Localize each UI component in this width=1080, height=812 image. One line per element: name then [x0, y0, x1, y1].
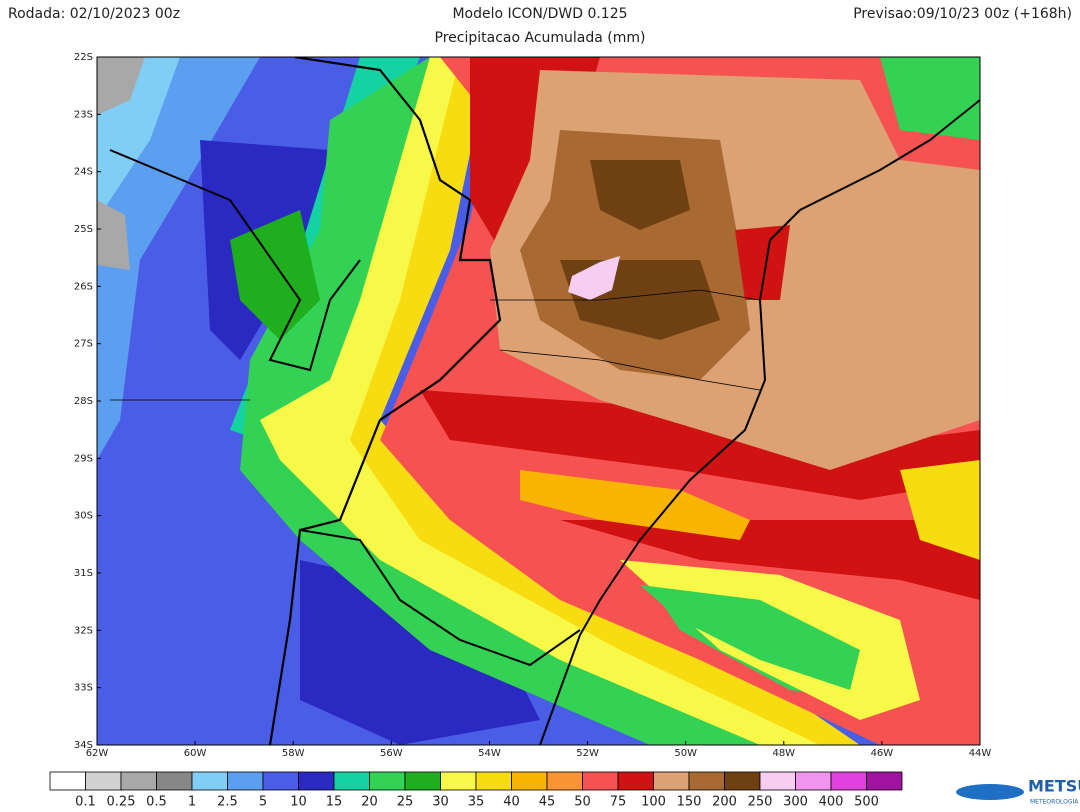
legend-swatch	[85, 771, 122, 791]
lon-tick-label: 56W	[380, 748, 403, 759]
legend-label: 35	[468, 795, 485, 810]
legend-swatch	[156, 771, 193, 791]
legend-swatch	[795, 771, 832, 791]
legend-swatch	[262, 771, 299, 791]
lat-tick-label: 25S	[74, 224, 93, 235]
legend-swatch	[191, 771, 228, 791]
legend-swatch	[227, 771, 264, 791]
legend-label: 10	[290, 795, 307, 810]
legend-label: 200	[712, 795, 737, 810]
legend-swatch	[866, 771, 903, 791]
lat-tick-label: 32S	[74, 625, 93, 636]
legend-label: 15	[326, 795, 343, 810]
lon-tick-label: 52W	[576, 748, 599, 759]
legend-label: 45	[539, 795, 556, 810]
legend-label: 0.1	[75, 795, 96, 810]
legend-label: 20	[361, 795, 378, 810]
lat-tick-label: 31S	[74, 568, 93, 579]
legend-swatch	[49, 771, 86, 791]
legend-swatch	[440, 771, 477, 791]
logo-tagline: METEOROLOGIA	[1030, 799, 1079, 806]
legend-label: 2.5	[217, 795, 238, 810]
legend-label: 25	[397, 795, 414, 810]
legend-swatch	[298, 771, 335, 791]
legend-label: 300	[783, 795, 808, 810]
legend-swatch	[688, 771, 725, 791]
legend-swatch	[759, 771, 796, 791]
model-title: Modelo ICON/DWD 0.125	[452, 6, 627, 22]
lat-tick-label: 29S	[74, 453, 93, 464]
legend-swatch	[653, 771, 690, 791]
legend-label: 400	[819, 795, 844, 810]
legend-swatch	[120, 771, 157, 791]
forecast-label: Previsao:09/10/23 00z (+168h)	[853, 6, 1072, 22]
lat-tick-label: 28S	[74, 396, 93, 407]
legend-swatch	[546, 771, 583, 791]
legend-swatch	[582, 771, 619, 791]
lon-tick-label: 62W	[86, 748, 109, 759]
legend-label: 100	[641, 795, 666, 810]
legend-label: 50	[574, 795, 591, 810]
lon-tick-label: 54W	[478, 748, 501, 759]
legend-swatch	[724, 771, 761, 791]
lat-tick-label: 34S	[74, 740, 93, 751]
logo-icon	[956, 784, 1024, 800]
subtitle: Precipitacao Acumulada (mm)	[435, 30, 646, 46]
lat-tick-label: 27S	[74, 339, 93, 350]
borders	[109, 57, 980, 745]
lon-tick-label: 50W	[674, 748, 697, 759]
legend-label: 30	[432, 795, 449, 810]
lon-tick-label: 58W	[282, 748, 305, 759]
legend-swatch	[617, 771, 654, 791]
lat-tick-label: 22S	[74, 52, 93, 63]
lon-tick-label: 48W	[772, 748, 795, 759]
legend-label: 5	[259, 795, 267, 810]
lat-tick-label: 26S	[74, 281, 93, 292]
legend-swatch	[511, 771, 548, 791]
run-label: Rodada: 02/10/2023 00z	[8, 6, 180, 22]
legend-swatch	[475, 771, 512, 791]
legend-swatch	[404, 771, 441, 791]
legend-label: 0.25	[107, 795, 136, 810]
legend-label: 40	[503, 795, 520, 810]
lon-tick-label: 44W	[969, 748, 992, 759]
legend-swatch	[369, 771, 406, 791]
logo: METSUL	[1028, 777, 1080, 796]
legend-label: 250	[748, 795, 773, 810]
legend-label: 1	[188, 795, 196, 810]
legend-label: 500	[854, 795, 879, 810]
legend-label: 0.5	[146, 795, 167, 810]
lat-tick-label: 23S	[74, 109, 93, 120]
legend-swatch	[830, 771, 867, 791]
lon-tick-label: 60W	[184, 748, 207, 759]
lat-tick-label: 24S	[74, 167, 93, 178]
precip-map	[97, 57, 980, 745]
lon-tick-label: 46W	[871, 748, 894, 759]
lat-tick-label: 30S	[74, 511, 93, 522]
lat-tick-label: 33S	[74, 683, 93, 694]
legend-label: 150	[677, 795, 702, 810]
legend-label: 75	[610, 795, 627, 810]
legend-swatch	[333, 771, 370, 791]
